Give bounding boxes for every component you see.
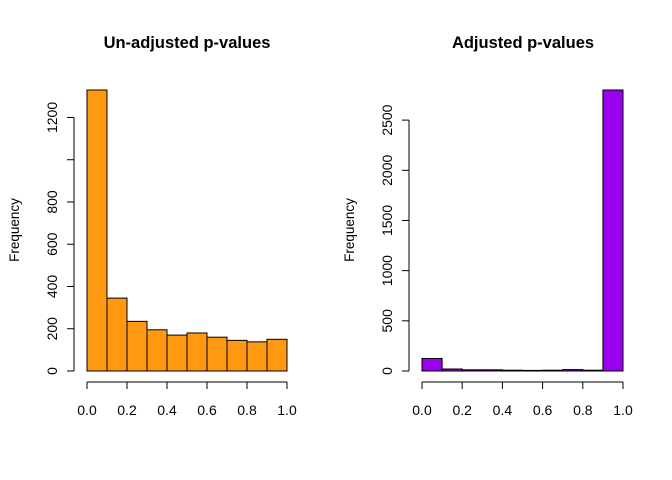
panel-unadjusted: Un-adjusted p-values Frequency 0.0 0.2 0.4… xyxy=(7,34,297,418)
y-tick-label: 2500 xyxy=(379,104,395,135)
x-tick-label: 1.0 xyxy=(613,402,633,418)
histogram-bar xyxy=(266,338,288,372)
y-tick-label: 600 xyxy=(44,232,60,256)
histogram-bar xyxy=(522,369,544,372)
y-axis-label: Frequency xyxy=(342,198,357,262)
x-tick-label: 0.8 xyxy=(573,402,593,418)
x-tick-label: 0.6 xyxy=(197,402,217,418)
y-axis: 0 500 1000 1500 2000 2500 xyxy=(379,104,410,375)
histogram-bar xyxy=(246,341,268,372)
histogram-bar xyxy=(501,369,523,372)
y-tick-label: 500 xyxy=(379,309,395,333)
histogram-bar xyxy=(186,332,208,372)
x-tick-label: 0.6 xyxy=(533,402,553,418)
y-tick-label: 0 xyxy=(44,367,60,375)
x-tick-label: 0.0 xyxy=(412,402,432,418)
histogram-bar xyxy=(602,89,624,372)
histogram-bar xyxy=(106,297,128,372)
x-tick-label: 0.0 xyxy=(77,402,97,418)
panel-adjusted: Adjusted p-values Frequency 0.0 0.2 0.4 0.6… xyxy=(342,34,633,418)
histogram-bar xyxy=(542,369,564,372)
x-tick-label: 0.2 xyxy=(117,402,137,418)
y-axis: 0 200 400 600 800 1200 xyxy=(44,102,75,375)
histogram-bar xyxy=(166,334,188,372)
y-tick-label: 800 xyxy=(44,190,60,214)
histogram-bar xyxy=(481,369,503,372)
chart-title: Un-adjusted p-values xyxy=(104,34,271,52)
x-tick-label: 0.2 xyxy=(452,402,472,418)
histogram-bar xyxy=(461,369,483,372)
y-tick-label: 2000 xyxy=(379,155,395,186)
x-axis: 0.0 0.2 0.4 0.6 0.8 1.0 xyxy=(412,381,633,418)
x-tick-label: 1.0 xyxy=(277,402,297,418)
y-tick-label: 1500 xyxy=(379,205,395,236)
histogram-bar xyxy=(421,357,443,372)
y-tick-label: 400 xyxy=(44,275,60,299)
y-tick-label: 1200 xyxy=(44,102,60,133)
histogram-bar xyxy=(146,329,168,372)
bars-group xyxy=(86,89,288,372)
histogram-bar xyxy=(582,369,604,372)
y-tick-label: 200 xyxy=(44,317,60,341)
chart-title: Adjusted p-values xyxy=(452,34,594,52)
histogram-bar xyxy=(206,336,228,372)
x-tick-label: 0.4 xyxy=(157,402,177,418)
x-tick-label: 0.4 xyxy=(493,402,513,418)
y-tick-label: 0 xyxy=(379,367,395,375)
histogram-bar xyxy=(441,368,463,372)
histogram-bar xyxy=(226,339,248,372)
x-axis: 0.0 0.2 0.4 0.6 0.8 1.0 xyxy=(77,381,297,418)
histogram-bar xyxy=(86,89,108,372)
histogram-bar xyxy=(126,320,148,372)
bars-group xyxy=(421,89,624,372)
histogram-bar xyxy=(562,369,584,372)
y-axis-label: Frequency xyxy=(7,198,22,262)
x-tick-label: 0.8 xyxy=(237,402,257,418)
y-tick-label: 1000 xyxy=(379,255,395,286)
